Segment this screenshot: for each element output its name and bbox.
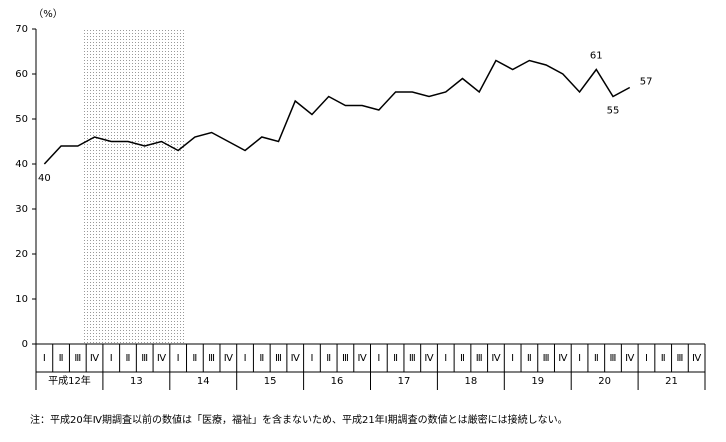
year-label: 14 [197,376,210,387]
y-tick-label: 20 [15,249,28,260]
line [43,59,631,165]
x-tick-label: Ⅲ [74,353,81,364]
x-tick-label: Ⅰ [310,353,313,364]
x-tick-label: Ⅱ [527,353,532,364]
y-tick-label: 70 [15,24,28,35]
x-tick-label: Ⅰ [645,353,648,364]
x-tick-label: Ⅲ [543,353,550,364]
x-tick-label: Ⅲ [676,353,683,364]
year-label: 15 [264,376,277,387]
y-tick-label: 10 [15,294,28,305]
x-tick-label: Ⅱ [594,353,599,364]
x-tick-label: Ⅲ [208,353,215,364]
shaded-period [84,29,185,344]
x-tick-label: Ⅱ [661,353,666,364]
year-label: 19 [531,376,544,387]
year-label: 16 [331,376,344,387]
data-label: 40 [38,173,51,184]
year-label: 21 [665,376,678,387]
x-tick-label: Ⅱ [259,353,264,364]
data-label: 55 [607,106,620,117]
x-tick-label: Ⅰ [110,353,113,364]
x-tick-label: Ⅰ [43,353,46,364]
x-tick-label: Ⅰ [177,353,180,364]
footnote: 注：平成20年Ⅳ期調査以前の数値は「医療，福祉」を含まないため、平成21年Ⅰ期調… [30,413,568,426]
x-tick-label: Ⅳ [358,353,368,364]
y-tick-label: 40 [15,159,28,170]
x-tick-label: Ⅳ [558,353,568,364]
x-tick-label: Ⅳ [424,353,434,364]
x-tick-label: Ⅰ [444,353,447,364]
x-tick-label: Ⅳ [491,353,501,364]
x-tick-label: Ⅱ [59,353,64,364]
x-tick-label: Ⅳ [157,353,167,364]
x-tick-label: Ⅲ [141,353,148,364]
x-tick-label: Ⅰ [377,353,380,364]
x-tick-label: Ⅳ [90,353,100,364]
x-tick-label: Ⅲ [342,353,349,364]
x-tick-label: Ⅳ [224,353,234,364]
y-tick-label: 0 [22,339,28,350]
x-tick-label: Ⅱ [192,353,197,364]
x-tick-label: Ⅰ [578,353,581,364]
y-axis-label: （%） [33,8,63,20]
x-tick-label: Ⅳ [291,353,301,364]
year-label: 18 [464,376,477,387]
x-tick-label: Ⅱ [126,353,131,364]
y-tick-label: 50 [15,114,28,125]
x-tick-label: Ⅲ [409,353,416,364]
x-tick-label: Ⅳ [692,353,702,364]
x-tick-label: Ⅱ [326,353,331,364]
data-label: 57 [640,77,653,88]
y-tick-label: 30 [15,204,28,215]
year-label: 平成12年 [48,374,91,387]
year-label: 13 [130,376,143,387]
x-tick-label: Ⅳ [625,353,635,364]
x-tick-label: Ⅰ [511,353,514,364]
x-tick-label: Ⅰ [244,353,247,364]
data-label: 61 [590,51,603,62]
year-label: 17 [398,376,411,387]
x-tick-label: Ⅲ [610,353,617,364]
y-tick-label: 60 [15,69,28,80]
x-tick-label: Ⅲ [476,353,483,364]
x-tick-label: Ⅱ [460,353,465,364]
year-label: 20 [598,376,611,387]
x-tick-label: Ⅲ [275,353,282,364]
x-tick-label: Ⅱ [393,353,398,364]
